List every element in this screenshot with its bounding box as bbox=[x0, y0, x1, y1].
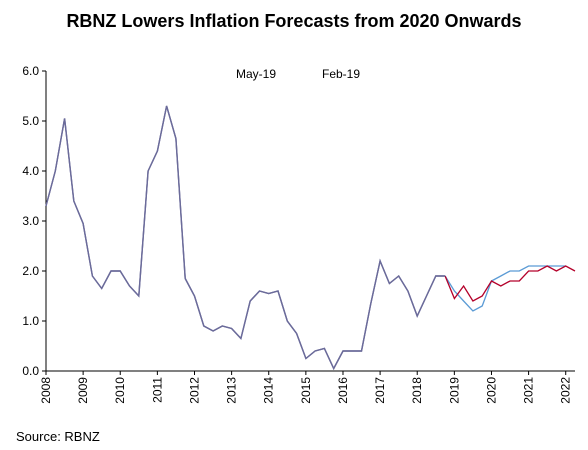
x-tick-label: 2009 bbox=[76, 377, 90, 404]
series-line-forecast-0 bbox=[444, 265, 576, 302]
y-tick-label: 1.0 bbox=[22, 314, 39, 328]
series-line-forecast-1 bbox=[444, 265, 566, 312]
y-tick-label: 2.0 bbox=[22, 264, 39, 278]
source-note: Source: RBNZ bbox=[16, 429, 100, 444]
x-tick-label: 2010 bbox=[113, 377, 127, 404]
y-tick-label: 3.0 bbox=[22, 214, 39, 228]
y-tick-label: 4.0 bbox=[22, 164, 39, 178]
x-tick-label: 2015 bbox=[299, 377, 313, 404]
chart-title: RBNZ Lowers Inflation Forecasts from 202… bbox=[66, 11, 522, 31]
legend-label-1: Feb-19 bbox=[322, 67, 360, 81]
x-tick-label: 2014 bbox=[262, 377, 276, 404]
x-tick-label: 2013 bbox=[225, 377, 239, 404]
chart-legend: May-19 Feb-19 bbox=[236, 67, 360, 81]
x-tick-label: 2011 bbox=[150, 377, 164, 403]
x-tick-label: 2019 bbox=[447, 377, 461, 404]
y-tick-label: 0.0 bbox=[22, 364, 39, 378]
legend-label-0: May-19 bbox=[236, 67, 276, 81]
x-tick-label: 2008 bbox=[39, 377, 53, 404]
x-tick-label: 2020 bbox=[484, 377, 498, 404]
x-tick-label: 2017 bbox=[373, 377, 387, 404]
y-tick-label: 6.0 bbox=[22, 64, 39, 78]
chart-lines bbox=[45, 105, 576, 371]
series-line-history-1 bbox=[45, 105, 446, 371]
x-tick-label: 2018 bbox=[410, 377, 424, 404]
line-chart: 0.0 1.0 2.0 3.0 4.0 5.0 6.0 2008 2009 2010 2011 201… bbox=[22, 64, 576, 404]
x-tick-label: 2016 bbox=[336, 377, 350, 404]
x-tick-label: 2021 bbox=[522, 377, 536, 404]
x-tick-label: 2012 bbox=[187, 377, 201, 404]
y-tick-label: 5.0 bbox=[22, 114, 39, 128]
series-line-history-0 bbox=[45, 105, 446, 371]
chart-axes: 0.0 1.0 2.0 3.0 4.0 5.0 6.0 2008 2009 2010 2011 201… bbox=[22, 64, 575, 404]
x-tick-label: 2022 bbox=[559, 377, 573, 404]
